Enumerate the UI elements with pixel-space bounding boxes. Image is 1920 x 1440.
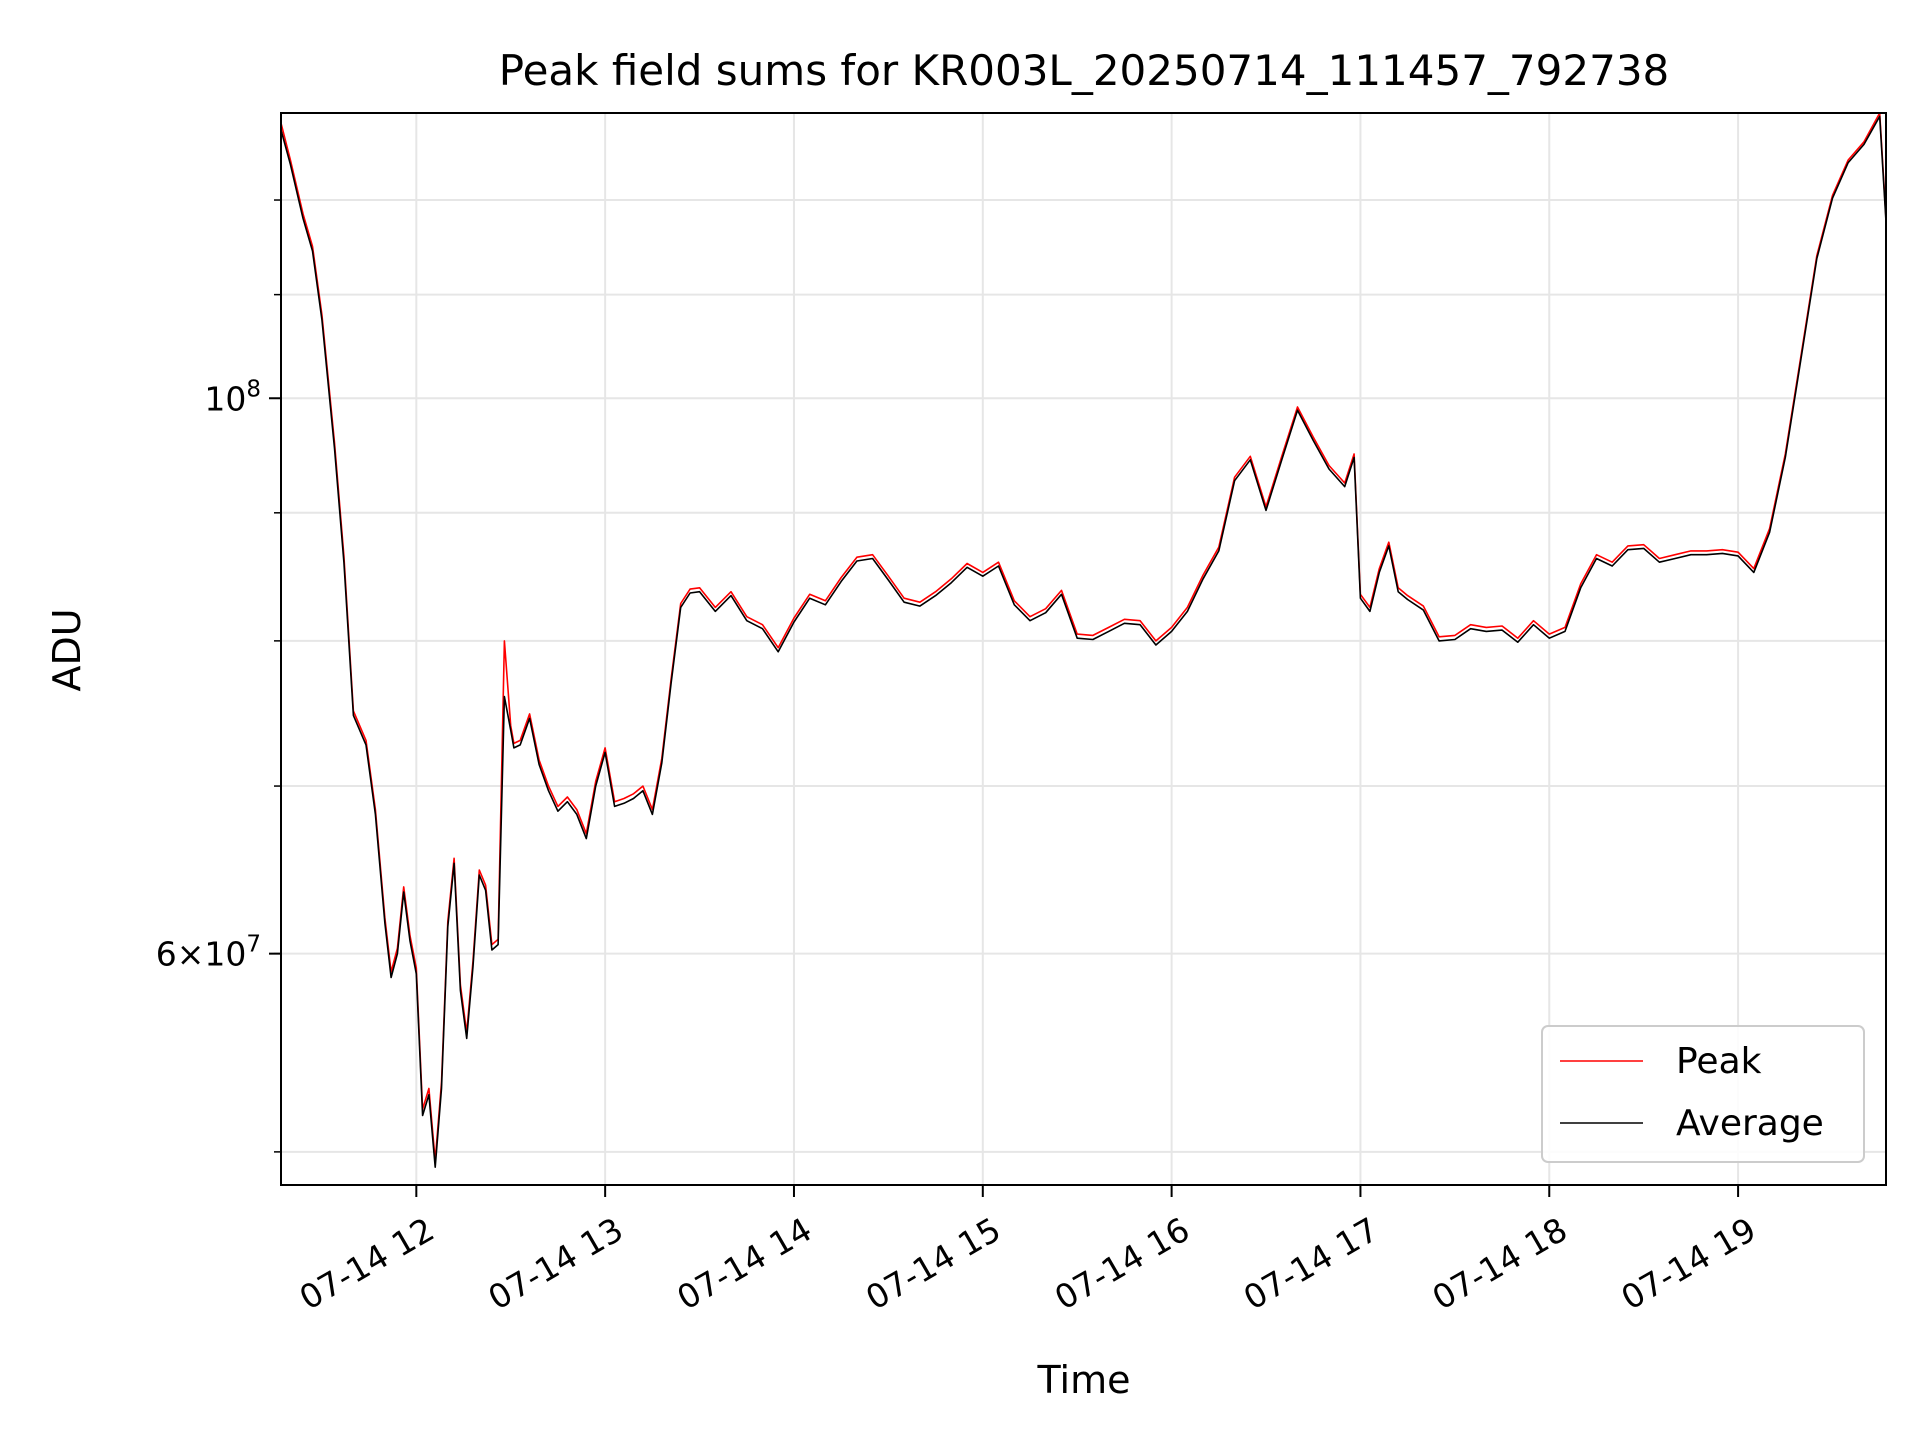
x-tick-label: 07-14 12 — [293, 1210, 441, 1318]
x-tick-label: 07-14 18 — [1426, 1210, 1574, 1318]
x-axis: 07-14 12 07-14 13 07-14 14 07-14 15 07-14 16… — [293, 1185, 1762, 1318]
x-tick-label: 07-14 15 — [859, 1210, 1007, 1318]
legend: Peak Average — [1541, 1025, 1865, 1163]
grid — [281, 113, 1886, 1185]
x-axis-label: Time — [1037, 1358, 1131, 1402]
legend-label-average: Average — [1676, 1103, 1824, 1144]
y-tick-label: 6×107 — [156, 932, 261, 974]
series-line-peak — [280, 112, 1887, 1162]
legend-box — [1541, 1025, 1865, 1163]
plot-frame — [280, 112, 1887, 1186]
x-tick-label: 07-14 13 — [482, 1210, 630, 1318]
chart-title: Peak field sums for KR003L_20250714_1114… — [499, 46, 1670, 95]
y-tick-label: 108 — [204, 376, 261, 418]
legend-label-peak: Peak — [1676, 1041, 1762, 1082]
x-tick-label: 07-14 14 — [670, 1210, 818, 1318]
y-axis-label: ADU — [45, 608, 89, 691]
plot-lines — [280, 112, 1887, 1168]
series-line-average — [280, 115, 1887, 1168]
x-tick-label: 07-14 19 — [1614, 1210, 1762, 1318]
x-tick-label: 07-14 16 — [1048, 1210, 1196, 1318]
x-tick-label: 07-14 17 — [1237, 1210, 1385, 1318]
y-axis: 108 6×107 — [156, 199, 281, 1153]
